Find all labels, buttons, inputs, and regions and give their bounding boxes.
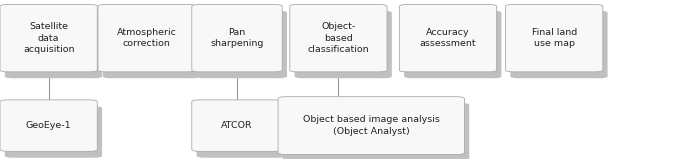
FancyBboxPatch shape [278, 97, 464, 155]
FancyBboxPatch shape [103, 11, 200, 78]
Text: Object based image analysis
(Object Analyst): Object based image analysis (Object Anal… [303, 115, 440, 136]
FancyBboxPatch shape [0, 100, 97, 151]
FancyBboxPatch shape [197, 106, 287, 158]
FancyBboxPatch shape [510, 11, 608, 78]
Text: Pan
sharpening: Pan sharpening [210, 28, 264, 48]
FancyBboxPatch shape [0, 4, 97, 72]
FancyBboxPatch shape [192, 4, 282, 72]
Text: Object-
based
classification: Object- based classification [308, 22, 369, 54]
FancyBboxPatch shape [192, 100, 282, 151]
Text: Accuracy
assessment: Accuracy assessment [420, 28, 476, 48]
FancyBboxPatch shape [98, 4, 195, 72]
FancyBboxPatch shape [404, 11, 501, 78]
FancyBboxPatch shape [290, 4, 387, 72]
FancyBboxPatch shape [283, 103, 469, 159]
FancyBboxPatch shape [197, 11, 287, 78]
FancyBboxPatch shape [5, 11, 102, 78]
Text: Atmospheric
correction: Atmospheric correction [116, 28, 177, 48]
FancyBboxPatch shape [5, 106, 102, 158]
FancyBboxPatch shape [399, 4, 497, 72]
Text: GeoEye-1: GeoEye-1 [26, 121, 71, 130]
FancyBboxPatch shape [506, 4, 603, 72]
FancyBboxPatch shape [295, 11, 392, 78]
Text: Final land
use map: Final land use map [532, 28, 577, 48]
Text: ATCOR: ATCOR [221, 121, 253, 130]
Text: Satellite
data
acquisition: Satellite data acquisition [23, 22, 75, 54]
